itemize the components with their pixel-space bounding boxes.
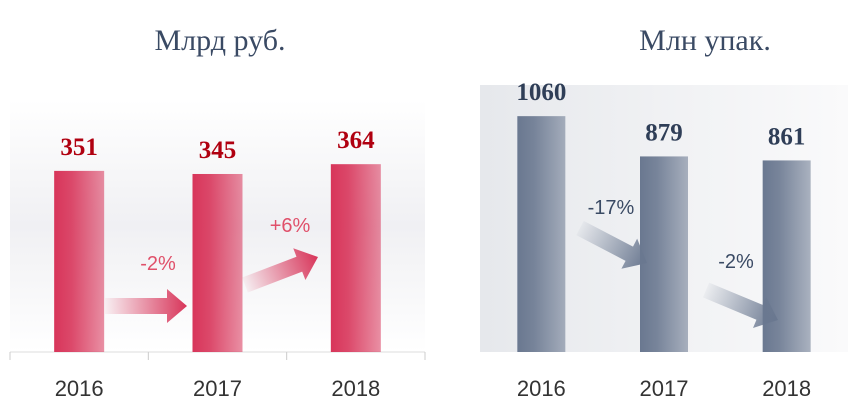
bar [54,170,105,352]
arrow [105,289,187,323]
bar [192,173,243,352]
bar [640,156,688,352]
annotation: -17% [588,197,635,219]
x-tick-label: 2016 [55,376,104,401]
x-tick-label: 2017 [640,376,689,401]
x-tick-label: 2018 [762,376,811,401]
bar [517,116,566,353]
value-label: 351 [60,134,98,161]
arrow [576,220,647,269]
value-label: 345 [199,137,237,164]
annotation: -2% [718,251,754,273]
x-tick-label: 2017 [193,376,242,401]
value-label: 861 [768,123,806,150]
value-label: 1060 [516,79,566,106]
chart-title: Млрд руб. [155,24,286,57]
bar [762,160,811,352]
annotation: -2% [140,253,176,275]
value-label: 364 [337,127,375,154]
arrow [702,282,778,328]
x-tick-label: 2016 [517,376,566,401]
chart-title: Млн упак. [639,24,771,57]
arrow [242,248,318,293]
value-label: 879 [645,119,683,146]
bar [330,164,381,352]
annotation: +6% [270,215,311,237]
x-tick-label: 2018 [331,376,380,401]
